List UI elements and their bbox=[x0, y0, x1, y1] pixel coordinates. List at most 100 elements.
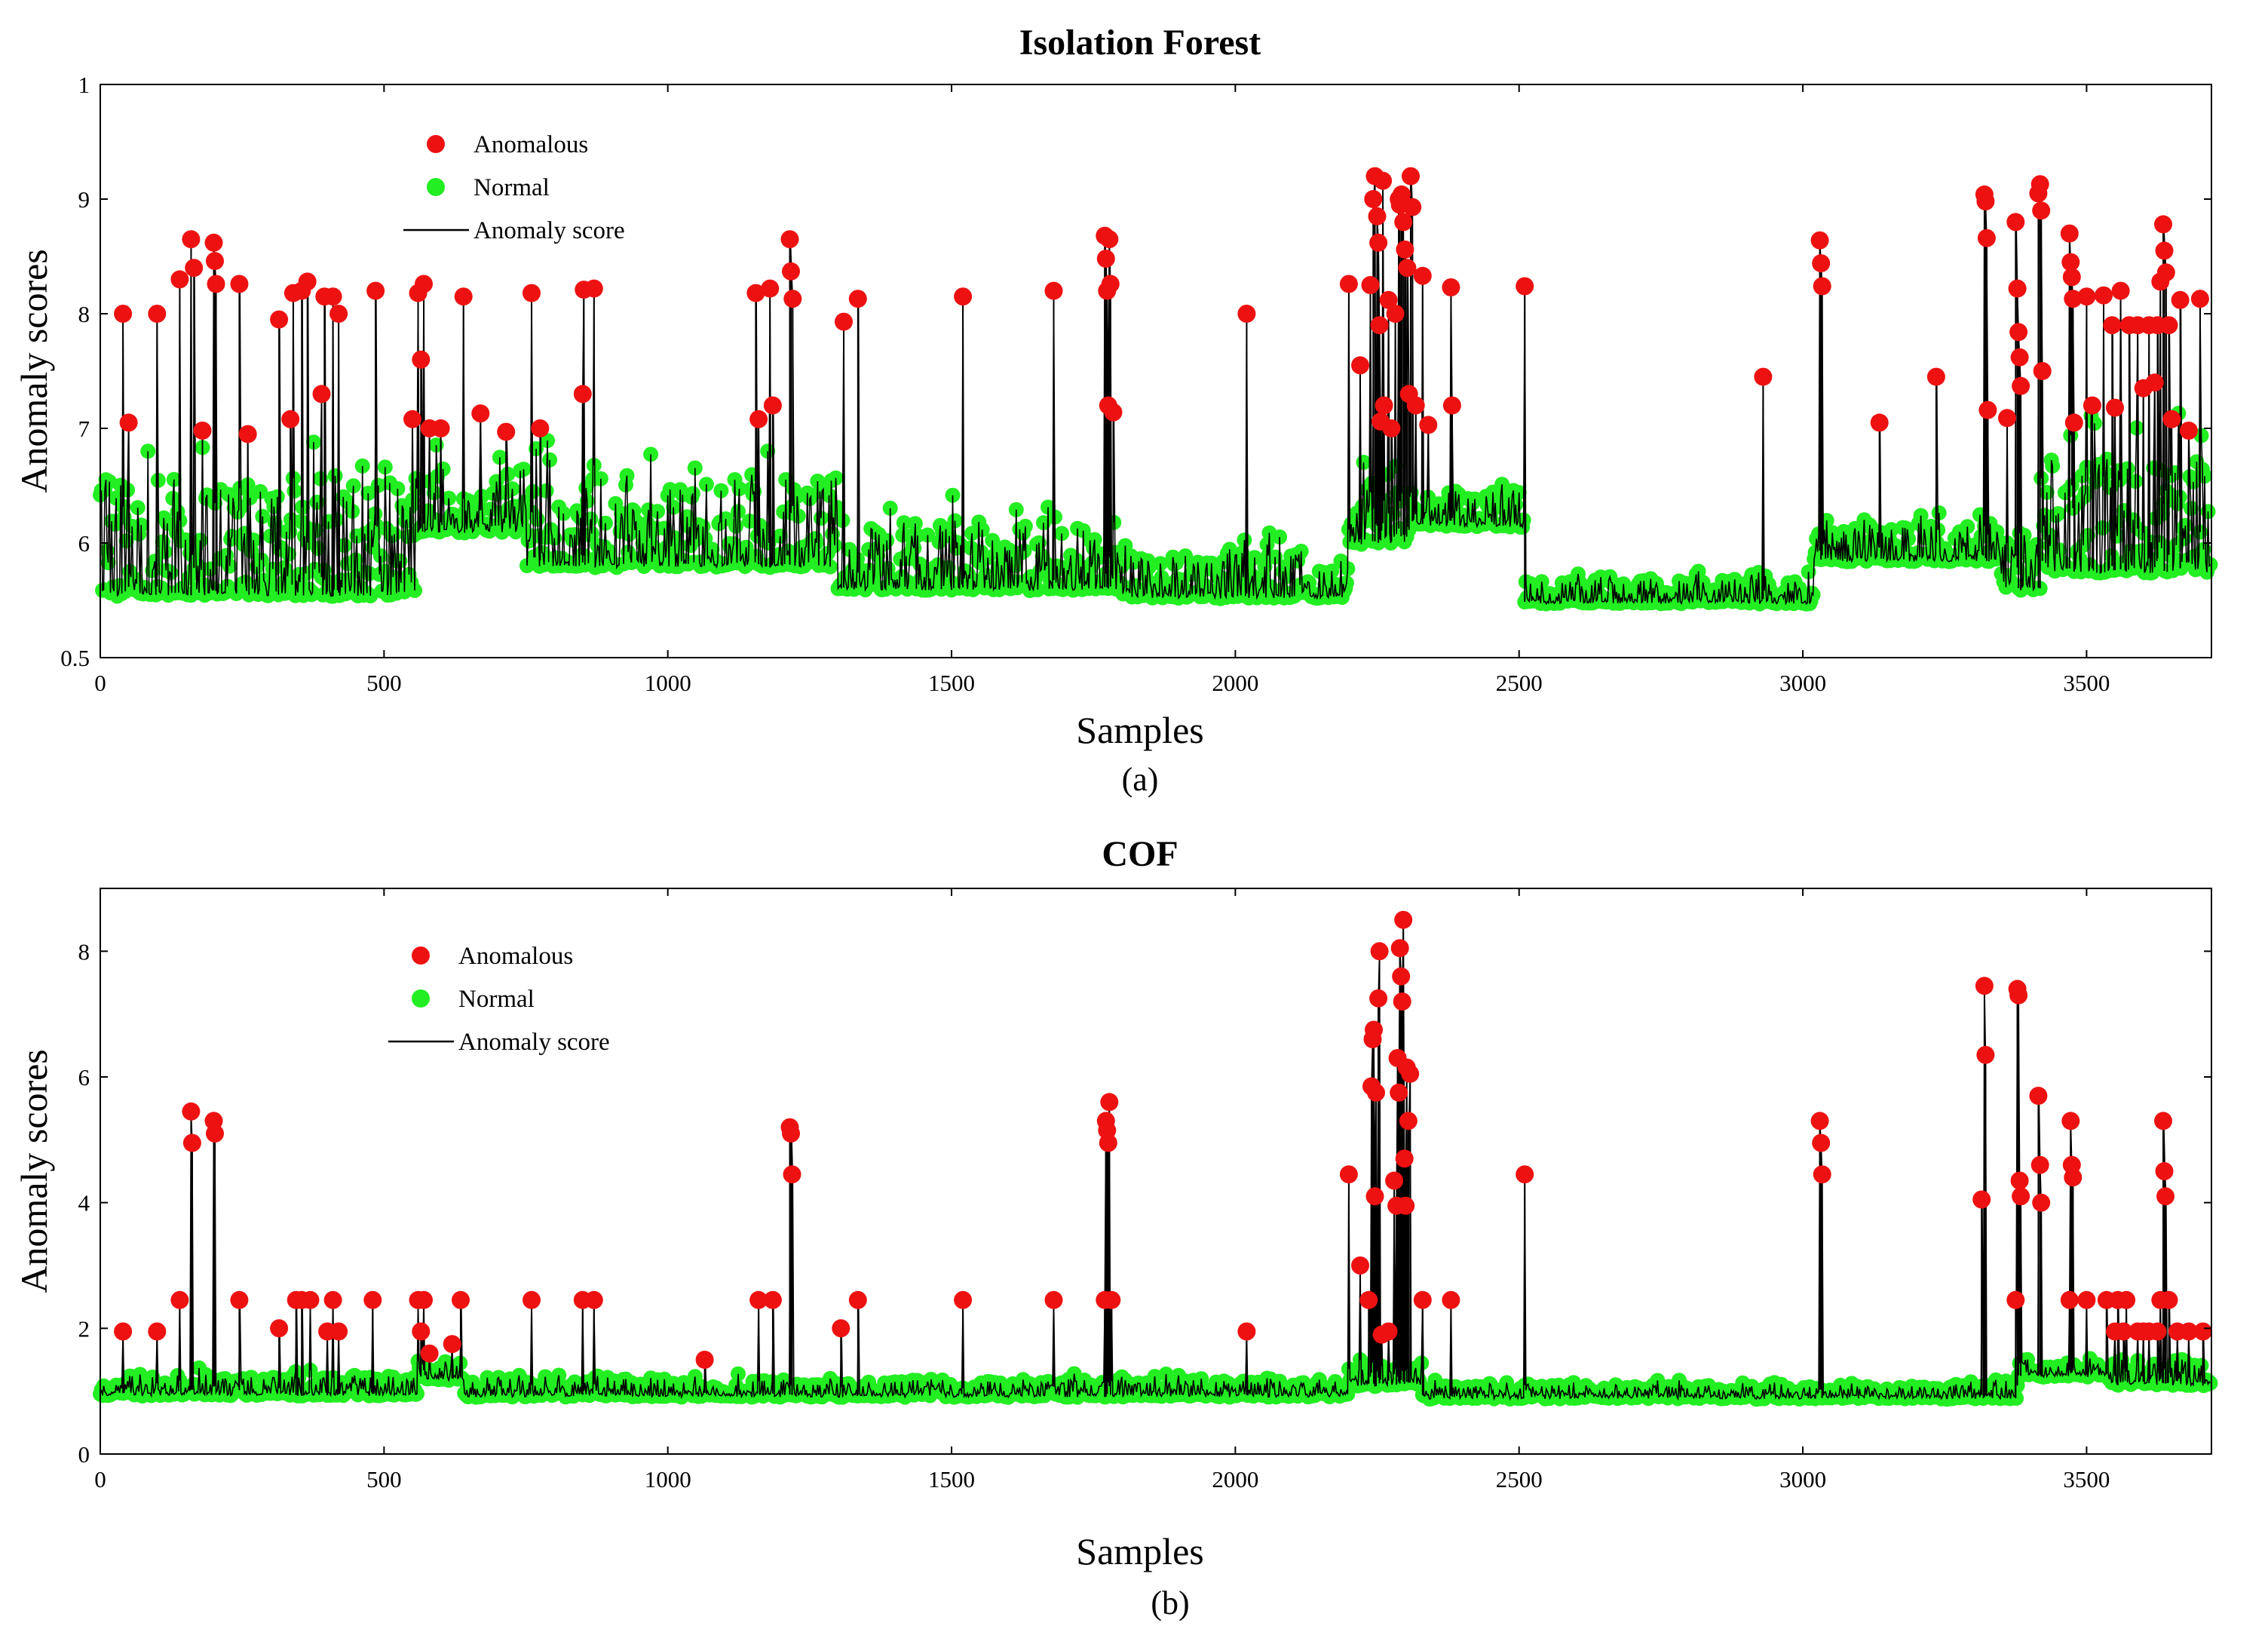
anomalous-point bbox=[2062, 268, 2081, 287]
y-tick-label: 4 bbox=[78, 1190, 90, 1216]
x-tick-label: 1500 bbox=[928, 1466, 975, 1492]
anomalous-point bbox=[1044, 281, 1063, 300]
anomalous-point bbox=[573, 385, 592, 403]
anomalous-point bbox=[848, 290, 867, 308]
anomalous-point bbox=[363, 1290, 382, 1309]
plot-area bbox=[93, 167, 2218, 612]
y-tick-label: 7 bbox=[78, 416, 90, 442]
y-tick-label: 0.5 bbox=[60, 645, 90, 671]
anomalous-point bbox=[471, 404, 490, 423]
anomalous-point bbox=[148, 1322, 167, 1341]
x-tick-label: 3500 bbox=[2063, 1466, 2110, 1492]
x-tick-label: 2000 bbox=[1212, 670, 1258, 696]
anomalous-point bbox=[2064, 1168, 2083, 1187]
anomalous-point bbox=[832, 1319, 851, 1338]
anomalous-point bbox=[2193, 1322, 2212, 1341]
legend-normal-marker bbox=[412, 989, 430, 1008]
legend-anomalous-label: Anomalous bbox=[458, 943, 573, 970]
anomalous-point bbox=[1406, 396, 1425, 415]
anomalous-point bbox=[415, 1290, 433, 1309]
anomalous-point bbox=[185, 259, 204, 278]
anomalous-point bbox=[1998, 409, 2016, 428]
anomalous-point bbox=[2012, 1187, 2030, 1206]
anomalous-point bbox=[2156, 263, 2175, 282]
legend-anomalous-label: Anomalous bbox=[474, 131, 588, 158]
y-tick-label: 8 bbox=[78, 301, 90, 327]
chart-title: COF bbox=[1102, 834, 1178, 874]
anomalous-point bbox=[230, 1290, 249, 1309]
anomalous-point bbox=[1390, 939, 1409, 958]
anomalous-point bbox=[2030, 1155, 2049, 1174]
anomalous-point bbox=[230, 275, 249, 293]
anomalous-point bbox=[2010, 1171, 2029, 1190]
anomalous-point bbox=[2154, 1112, 2172, 1130]
anomalous-point bbox=[452, 1290, 470, 1309]
anomalous-point bbox=[207, 275, 225, 293]
anomalous-point bbox=[1102, 1290, 1121, 1309]
legend-score-label: Anomaly score bbox=[474, 217, 625, 244]
anomalous-point bbox=[1364, 190, 1383, 208]
anomalous-point bbox=[206, 252, 224, 271]
x-axis-label: Samples bbox=[1076, 709, 1203, 751]
x-tick-label: 500 bbox=[366, 670, 402, 696]
anomalous-point bbox=[1812, 254, 1831, 273]
anomalous-point bbox=[1390, 1083, 1408, 1102]
anomalous-point bbox=[2060, 1290, 2079, 1309]
x-tick-label: 0 bbox=[94, 1466, 106, 1492]
anomalous-point bbox=[1442, 396, 1461, 415]
anomalous-point bbox=[238, 425, 257, 443]
anomalous-point bbox=[298, 272, 317, 291]
anomalous-point bbox=[782, 1124, 800, 1143]
anomalous-point bbox=[1374, 171, 1393, 190]
anomalous-point bbox=[523, 284, 541, 302]
normal-point bbox=[295, 499, 310, 515]
panel-isolation-forest: Isolation Forest 0 500 1000 1500 2000 2500 300… bbox=[13, 23, 2218, 798]
anomalous-point bbox=[270, 310, 289, 329]
x-tick-label: 1000 bbox=[645, 670, 691, 696]
anomalous-point bbox=[1926, 367, 1945, 386]
anomalous-point bbox=[1100, 1093, 1119, 1112]
anomalous-point bbox=[206, 1124, 224, 1143]
anomalous-point bbox=[1516, 277, 1534, 296]
legend: Anomalous Normal Anomaly score bbox=[403, 131, 625, 244]
anomalous-point bbox=[1398, 259, 1417, 278]
anomalous-point bbox=[2155, 1162, 2174, 1180]
anomalous-point bbox=[2033, 362, 2052, 380]
axes-frame bbox=[100, 84, 2212, 658]
anomalous-point bbox=[2159, 1290, 2178, 1309]
y-tick-label: 6 bbox=[78, 1064, 90, 1091]
anomalous-point bbox=[1359, 1290, 1378, 1309]
anomalous-point bbox=[1392, 967, 1411, 986]
anomalous-points bbox=[114, 167, 2209, 443]
anomalous-point bbox=[420, 1344, 439, 1363]
anomalous-point bbox=[954, 287, 973, 306]
anomalous-point bbox=[1976, 192, 1995, 210]
anomalous-point bbox=[1812, 1134, 1831, 1152]
anomalous-point bbox=[312, 385, 331, 403]
anomalous-point bbox=[2077, 1290, 2096, 1309]
anomalous-point bbox=[1101, 275, 1120, 293]
anomalous-point bbox=[1810, 1112, 1829, 1130]
panel-caption: (a) bbox=[1122, 761, 1159, 798]
anomalous-point bbox=[954, 1290, 973, 1309]
anomalous-point bbox=[1394, 910, 1413, 929]
anomalous-point bbox=[2030, 175, 2049, 194]
anomalous-point bbox=[114, 1322, 133, 1341]
anomalous-point bbox=[1100, 230, 1119, 249]
anomalous-point bbox=[2029, 1087, 2048, 1105]
anomalous-point bbox=[204, 233, 223, 252]
x-tick-label: 3500 bbox=[2063, 670, 2110, 696]
anomalous-point bbox=[323, 1290, 342, 1309]
anomalous-point bbox=[1339, 275, 1358, 293]
anomalous-point bbox=[848, 1290, 867, 1309]
anomalous-point bbox=[1396, 240, 1414, 259]
anomalous-point bbox=[2012, 376, 2030, 395]
anomalous-point bbox=[2095, 286, 2113, 305]
anomalous-point bbox=[182, 230, 201, 249]
anomalous-point bbox=[1419, 416, 1438, 434]
anomalous-point bbox=[497, 422, 516, 441]
anomalous-point bbox=[2117, 1290, 2136, 1309]
anomalous-point bbox=[443, 1335, 461, 1354]
legend-anomalous-marker bbox=[427, 135, 445, 153]
normal-point bbox=[285, 471, 301, 486]
